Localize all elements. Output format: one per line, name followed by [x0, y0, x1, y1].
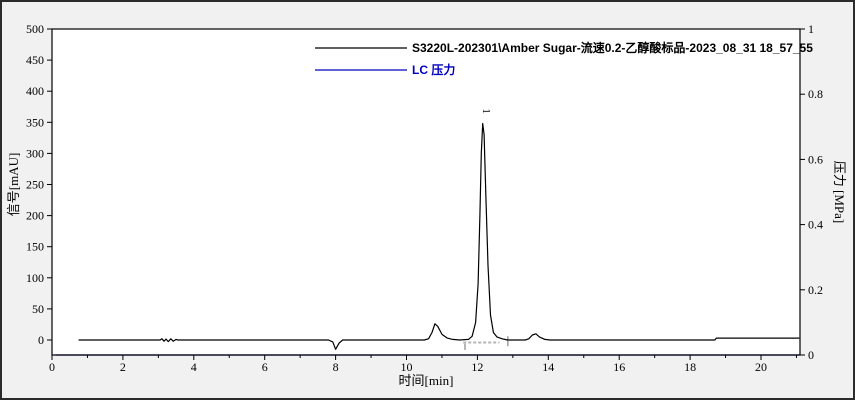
- y-left-tick-label: 200: [26, 209, 44, 223]
- y-right-tick-label: 0.4: [808, 218, 823, 232]
- y-left-tick-label: 150: [26, 240, 44, 254]
- y-left-tick-label: 450: [26, 53, 44, 67]
- x-tick-label: 14: [542, 360, 554, 374]
- y-left-tick-label: 0: [38, 333, 44, 347]
- y-left-tick-label: 250: [26, 178, 44, 192]
- x-tick-label: 16: [613, 360, 625, 374]
- y-left-tick-label: 500: [26, 22, 44, 36]
- y-right-axis-title: 压力 [MPa]: [832, 161, 847, 223]
- y-left-tick-label: 50: [32, 302, 44, 316]
- x-tick-label: 2: [120, 360, 126, 374]
- signal-trace: [78, 122, 800, 350]
- x-tick-label: 12: [471, 360, 483, 374]
- y-right-tick-label: 0: [808, 348, 814, 362]
- x-tick-label: 4: [191, 360, 197, 374]
- x-tick-label: 10: [401, 360, 413, 374]
- plot-area: [52, 29, 800, 355]
- legend-label: S3220L-202301\Amber Sugar-流速0.2-乙醇酸标品-20…: [412, 40, 813, 55]
- y-left-tick-label: 350: [26, 115, 44, 129]
- x-tick-label: 0: [49, 360, 55, 374]
- y-left-tick-label: 100: [26, 271, 44, 285]
- y-right-tick-label: 0.2: [808, 283, 823, 297]
- x-tick-label: 8: [333, 360, 339, 374]
- y-right-tick-label: 0.6: [808, 152, 823, 166]
- plot-root: 0 2 4 6 8 10 12 14 16 18 2005010015020025030035040…: [6, 22, 847, 388]
- x-axis-title: 时间[min]: [399, 373, 454, 388]
- y-left-axis-title: 信号[mAU]: [6, 153, 21, 217]
- y-left-tick-label: 400: [26, 84, 44, 98]
- x-tick-label: 18: [684, 360, 696, 374]
- y-left-tick-label: 300: [26, 146, 44, 160]
- x-tick-label: 6: [262, 360, 268, 374]
- plot-frame: [51, 28, 801, 356]
- x-tick-label: 20: [755, 360, 767, 374]
- legend-label: LC 压力: [412, 62, 455, 77]
- peak-label: 1: [480, 108, 492, 114]
- y-right-tick-label: 0.8: [808, 87, 823, 101]
- y-right-tick-label: 1: [808, 22, 814, 36]
